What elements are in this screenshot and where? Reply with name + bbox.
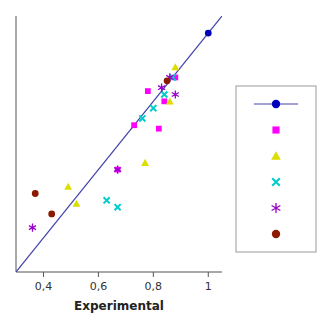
point [205,30,212,37]
y-axis-line [16,16,17,272]
point [104,197,110,203]
legend-marker [272,203,281,213]
point [150,105,156,111]
point [171,63,179,70]
x-tick [98,272,99,277]
point [161,91,167,97]
x-tick [43,272,44,277]
point [166,97,174,104]
legend-marker [272,126,279,133]
point [115,204,121,210]
point [141,159,149,166]
legend-marker [272,230,280,238]
legend [236,86,316,252]
plot-area [16,16,222,272]
legend-marker [272,178,280,186]
x-axis-label: Experimental [74,299,164,313]
point [156,126,162,132]
point [145,88,151,94]
point [114,166,121,174]
point [48,211,55,218]
x-tick-label: 1 [205,280,212,293]
x-tick-label: 0,6 [90,280,108,293]
point [131,122,137,128]
point [32,190,39,197]
point [139,115,145,121]
point [29,224,36,232]
x-tick-label: 0,8 [145,280,163,293]
x-tick-label: 0,4 [35,280,53,293]
x-tick [208,272,209,277]
legend-marker [271,151,281,160]
x-axis-line [16,272,222,273]
x-tick [153,272,154,277]
point [161,98,167,104]
point [172,90,179,98]
chart: 0,4 0,6 0,8 1 Experimental [0,0,329,329]
reference-line [16,16,222,272]
point [64,183,72,190]
point [158,84,165,92]
legend-marker [272,100,280,108]
point [164,77,171,84]
point [73,200,81,207]
legend-box [236,86,316,252]
